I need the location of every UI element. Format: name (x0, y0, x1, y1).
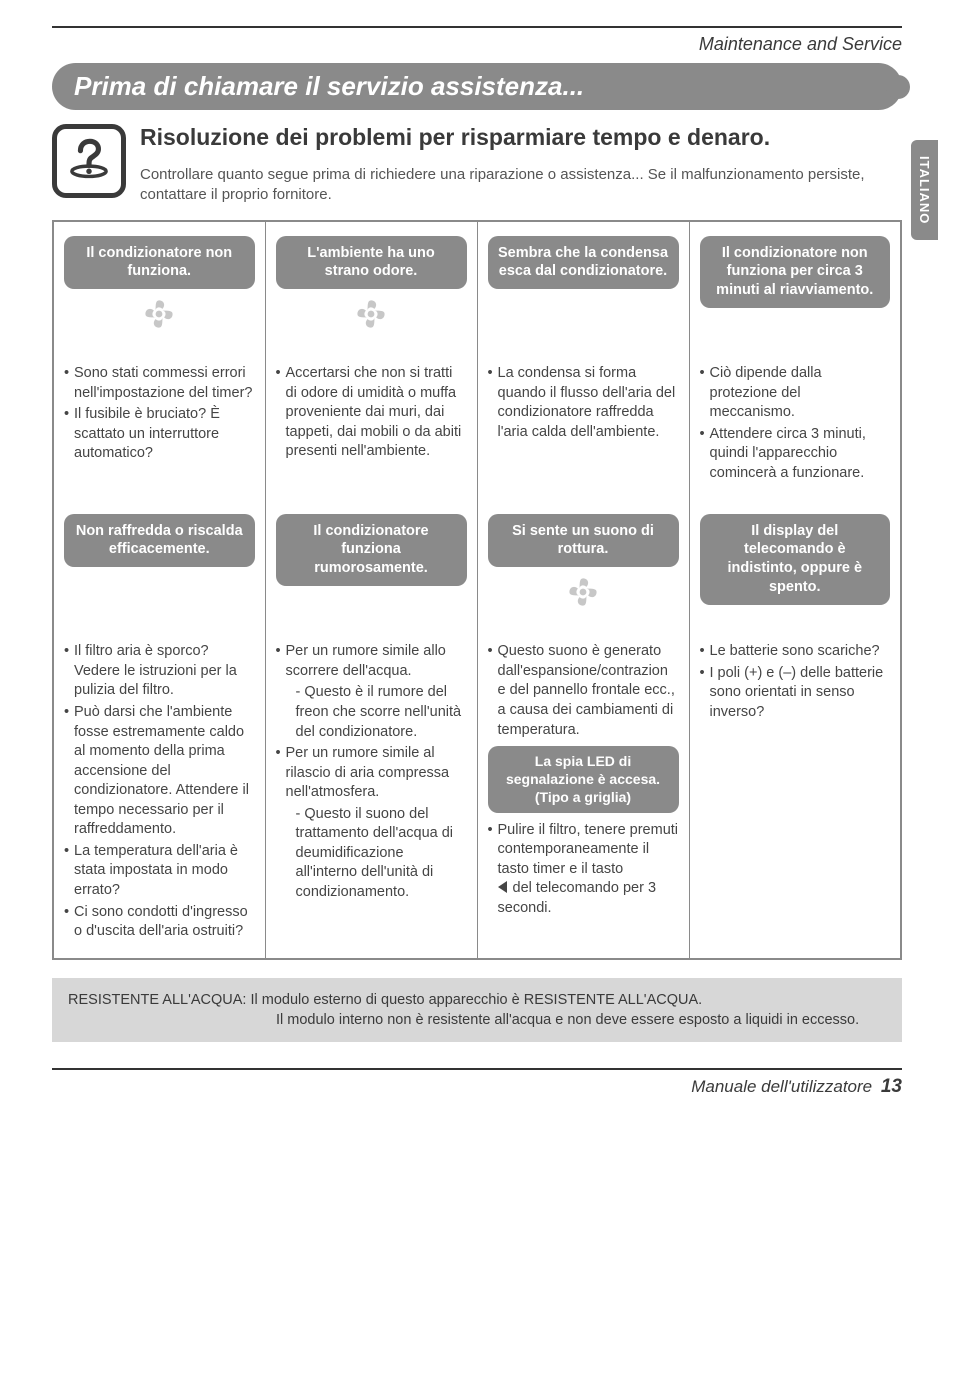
running-header: Maintenance and Service (52, 34, 902, 55)
banner-title: Prima di chiamare il servizio assistenza… (52, 63, 902, 110)
list-item: Pulire il filtro, tenere premuti contemp… (488, 821, 679, 919)
pill-r1c1: Il condizionatore non funziona. (64, 236, 255, 290)
triangle-left-icon (498, 881, 507, 893)
note-line2: Il modulo interno non è resistente all'a… (68, 1010, 886, 1030)
intro-heading: Risoluzione dei problemi per risparmiare… (140, 124, 902, 151)
fan-icon (566, 596, 600, 613)
text-tail: del telecomando per 3 secondi. (498, 880, 657, 916)
section-banner: Prima di chiamare il servizio assistenza… (52, 63, 902, 110)
cell-r1c3: La condensa si forma quando il flusso de… (477, 350, 689, 499)
page-footer: Manuale dell'utilizzatore 13 (52, 1068, 902, 1098)
list-item: I poli (+) e (–) delle batterie sono ori… (700, 664, 891, 723)
pill-led: La spia LED di segnalazione è accesa. (T… (488, 746, 679, 813)
fan-icon (354, 318, 388, 335)
pill-r1c4: Il condizionatore non funziona per circa… (700, 236, 891, 309)
pill-r2c2: Il condizionatore funziona rumorosamente… (276, 514, 467, 587)
note-line1: Il modulo esterno di questo apparecchio … (250, 992, 702, 1008)
pill-r2c1: Non raffredda o riscalda efficacemente. (64, 514, 255, 568)
cell-r2c4: Le batterie sono scariche? I poli (+) e … (689, 628, 901, 958)
question-icon (52, 124, 126, 198)
pill-r2c3: Si sente un suono di rottura. (488, 514, 679, 568)
pill-r2c4: Il display del telecomando è indistinto,… (700, 514, 891, 605)
list-item: Il filtro aria è sporco? Vedere le istru… (64, 642, 255, 701)
list-item: Ciò dipende dalla protezione del meccani… (700, 364, 891, 423)
list-item: Il fusibile è bruciato? È scattato un in… (64, 405, 255, 464)
list-item: Per un rumore simile allo scorrere dell'… (276, 642, 467, 681)
cell-r2c2: Per un rumore simile allo scorrere dell'… (265, 628, 477, 958)
fan-icon (142, 318, 176, 335)
cell-r1c1: Sono stati commessi errori nell'impostaz… (53, 350, 265, 499)
list-item: Sono stati commessi errori nell'impostaz… (64, 364, 255, 403)
cell-r2c1: Il filtro aria è sporco? Vedere le istru… (53, 628, 265, 958)
pill-r1c2: L'ambiente ha uno strano odore. (276, 236, 467, 290)
list-item: - Questo il suono del trattamento dell'a… (276, 805, 467, 903)
language-tab: ITALIANO (911, 140, 938, 240)
water-resistant-note: RESISTENTE ALL'ACQUA: Il modulo esterno … (52, 978, 902, 1043)
list-item: Questo suono è generato dall'espansione/… (488, 642, 679, 740)
list-item: Accertarsi che non si tratti di odore di… (276, 364, 467, 462)
note-lead: RESISTENTE ALL'ACQUA: (68, 992, 250, 1008)
list-item: Può darsi che l'ambiente fosse estremame… (64, 703, 255, 840)
top-rule (52, 26, 902, 28)
list-item: Ci sono condotti d'ingresso o d'uscita d… (64, 903, 255, 942)
page-number: 13 (881, 1076, 902, 1097)
footer-label: Manuale dell'utilizzatore (691, 1077, 872, 1096)
cell-r1c4: Ciò dipende dalla protezione del meccani… (689, 350, 901, 499)
troubleshooting-table: Il condizionatore non funziona. L'ambien… (52, 220, 902, 960)
cell-r1c2: Accertarsi che non si tratti di odore di… (265, 350, 477, 499)
pill-r1c3: Sembra che la condensa esca dal condizio… (488, 236, 679, 290)
list-item: Le batterie sono scariche? (700, 642, 891, 662)
list-item: Per un rumore simile al rilascio di aria… (276, 744, 467, 803)
intro-paragraph: Controllare quanto segue prima di richie… (140, 165, 902, 206)
list-item: La condensa si forma quando il flusso de… (488, 364, 679, 442)
list-item: Attendere circa 3 minuti, quindi l'appar… (700, 425, 891, 484)
list-item: La temperatura dell'aria è stata imposta… (64, 842, 255, 901)
cell-r2c3: Questo suono è generato dall'espansione/… (477, 628, 689, 958)
list-item: - Questo è il rumore del freon che scorr… (276, 683, 467, 742)
text-lead: Pulire il filtro, tenere premuti contemp… (498, 822, 679, 877)
